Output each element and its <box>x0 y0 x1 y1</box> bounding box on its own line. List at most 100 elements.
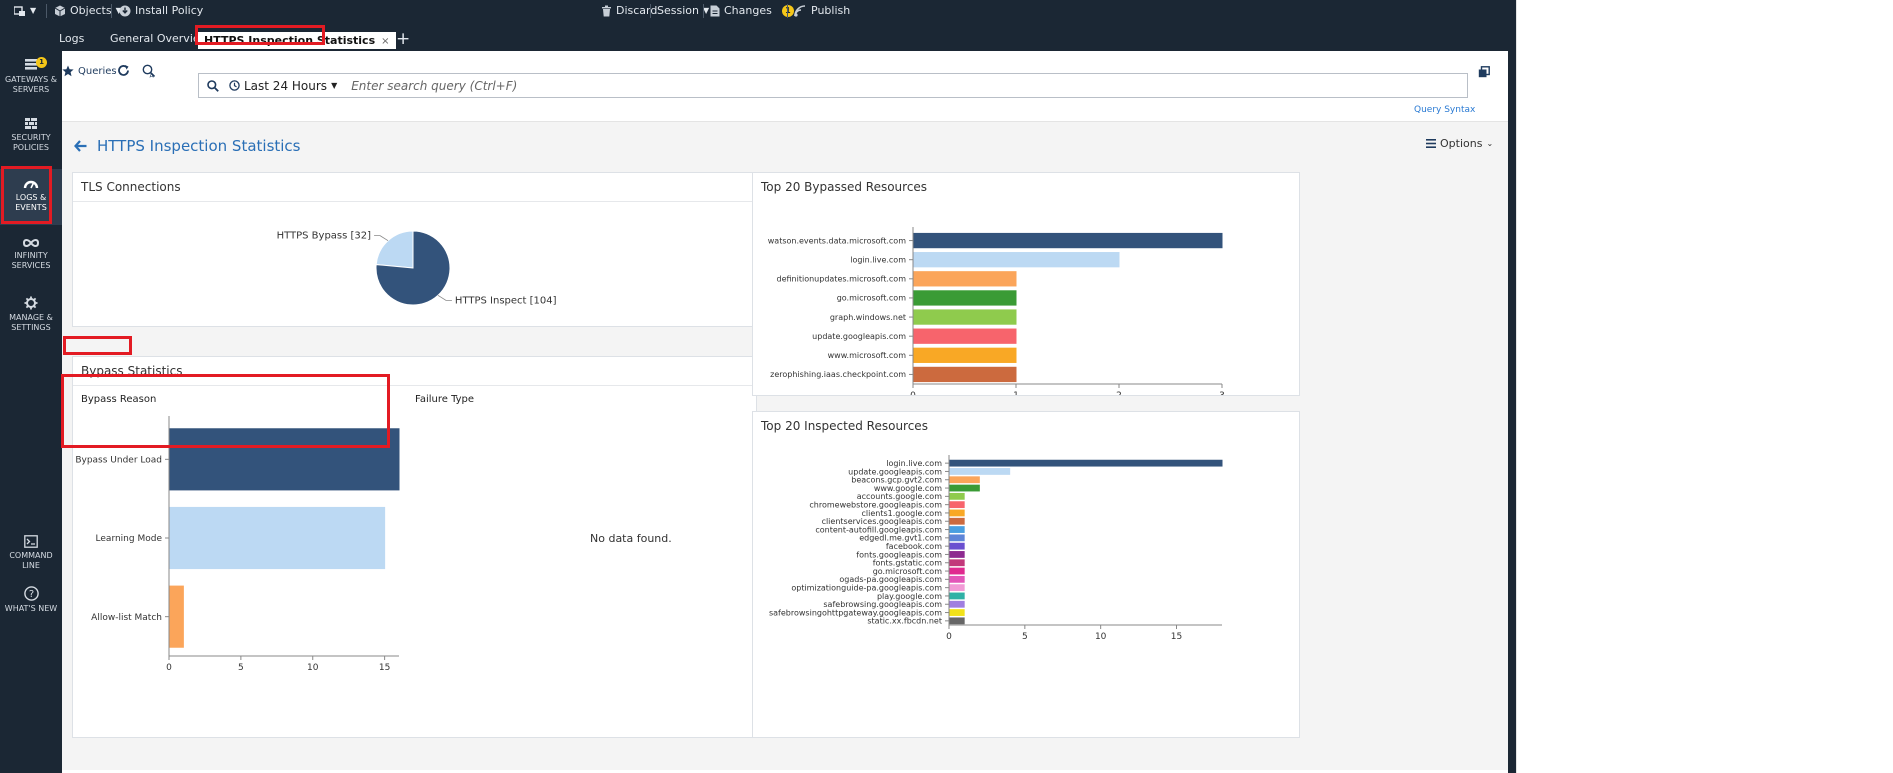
bar <box>913 271 1017 287</box>
clock-icon <box>229 80 240 91</box>
translate-button[interactable]: A <box>142 64 156 78</box>
category-label: watson.events.data.microsoft.com <box>768 236 906 245</box>
category-label: safebrowsingohttpgateway.googleapis.com <box>769 608 942 617</box>
top-bypassed-card: Top 20 Bypassed Resources watson.events.… <box>752 172 1300 396</box>
session-menu-button[interactable]: Session ▼ <box>657 3 709 19</box>
publish-label: Publish <box>811 4 851 17</box>
sidebar-item-manage-settings[interactable]: MANAGE & SETTINGS <box>0 296 62 333</box>
x-tick-label: 15 <box>379 663 390 673</box>
category-label: fonts.googleapis.com <box>856 550 942 559</box>
x-tick-label: 15 <box>1171 632 1182 642</box>
bar <box>949 517 965 525</box>
options-menu-button[interactable]: Options ⌄ <box>1426 137 1493 150</box>
publish-icon <box>794 5 806 17</box>
menu-button[interactable]: ▼ <box>14 3 36 19</box>
search-icon[interactable] <box>207 79 219 92</box>
sidebar-item-security-policies[interactable]: SECURITY POLICIES <box>0 117 62 153</box>
app-menu-icon <box>14 5 25 16</box>
blank-area <box>1516 0 1893 773</box>
session-label: Session <box>657 4 699 17</box>
category-label: Learning Mode <box>96 534 163 544</box>
page-header: HTTPS Inspection Statistics <box>74 137 301 155</box>
svg-text:?: ? <box>28 589 33 600</box>
time-range-select[interactable]: Last 24 Hours ▼ <box>229 79 337 93</box>
top-inspected-card: Top 20 Inspected Resources login.live.co… <box>752 411 1300 738</box>
queries-button[interactable]: Queries <box>62 65 117 77</box>
sidebar-item-logs-events[interactable]: LOGS & EVENTS <box>0 169 62 225</box>
bar <box>949 575 965 583</box>
install-policy-button[interactable]: Install Policy <box>119 3 203 19</box>
toolbar-divider <box>650 4 651 18</box>
sidebar-item-command-line[interactable]: COMMAND LINE <box>0 535 62 571</box>
category-label: update.googleapis.com <box>812 332 906 341</box>
back-arrow-icon[interactable] <box>74 140 87 152</box>
close-icon[interactable]: × <box>381 36 390 47</box>
category-label: clients1.google.com <box>862 509 943 518</box>
toolbar-divider <box>703 4 704 18</box>
category-label: go.microsoft.com <box>873 567 943 576</box>
document-icon <box>710 5 720 17</box>
add-tab-button[interactable]: + <box>396 29 411 49</box>
bar <box>949 468 1011 475</box>
search-box: Last 24 Hours ▼ <box>198 73 1468 98</box>
category-label: safebrowsing.googleapis.com <box>823 600 942 609</box>
card-title: Top 20 Inspected Resources <box>761 419 928 433</box>
discard-label: Discard <box>616 4 658 17</box>
gauge-icon <box>23 180 39 189</box>
x-tick-label: 1 <box>1013 391 1019 395</box>
changes-label: Changes <box>724 4 772 17</box>
bar <box>949 584 965 592</box>
tab-general-overview[interactable]: General Overview <box>110 32 209 45</box>
terminal-icon <box>24 535 38 548</box>
category-label: chromewebstore.googleapis.com <box>809 500 942 509</box>
toolbar-divider <box>111 4 112 18</box>
page-title: HTTPS Inspection Statistics <box>97 137 301 155</box>
publish-button[interactable]: Publish <box>794 3 850 19</box>
x-tick-label: 5 <box>1022 632 1028 642</box>
tab-logs[interactable]: Logs <box>59 32 85 45</box>
sidebar-item-label: GATEWAYS & SERVERS <box>4 75 58 94</box>
tab-https-inspection-statistics[interactable]: HTTPS Inspection Statistics × <box>198 32 396 49</box>
x-tick-label: 10 <box>1095 632 1107 642</box>
star-icon <box>62 65 74 77</box>
copy-query-button[interactable] <box>1478 66 1490 78</box>
x-tick-label: 5 <box>238 663 244 673</box>
trash-icon <box>602 5 611 17</box>
cube-icon <box>54 5 66 17</box>
sidebar-item-gateways[interactable]: 1 GATEWAYS & SERVERS <box>0 57 62 95</box>
category-label: clientservices.googleapis.com <box>822 517 943 526</box>
category-label: content-autofill.googleapis.com <box>815 525 942 534</box>
x-tick-label: 10 <box>307 663 319 673</box>
bypass-reason-heading: Bypass Reason <box>81 394 157 405</box>
search-input[interactable] <box>351 78 1467 93</box>
bar <box>949 542 965 550</box>
failure-type-heading: Failure Type <box>415 394 475 405</box>
refresh-icon <box>118 65 129 76</box>
x-tick-label: 0 <box>166 663 172 673</box>
sidebar-item-whats-new[interactable]: ? WHAT'S NEW <box>0 586 62 614</box>
discard-button[interactable]: Discard <box>601 3 657 19</box>
queries-label: Queries <box>78 65 117 77</box>
refresh-button[interactable] <box>117 64 130 77</box>
query-syntax-link[interactable]: Query Syntax <box>1414 105 1476 115</box>
search-toolbar: Queries A Last 24 Hours ▼ Query Syntax <box>62 51 1508 122</box>
objects-menu-button[interactable]: Objects ▼ <box>54 3 122 19</box>
bar <box>949 492 965 500</box>
category-label: accounts.google.com <box>857 492 943 501</box>
sidebar-item-infinity-services[interactable]: INFINITY SERVICES <box>0 238 62 271</box>
objects-label: Objects <box>70 4 112 17</box>
bar <box>169 585 184 648</box>
view-tab-strip: Logs General Overview HTTPS Inspection S… <box>0 22 1516 51</box>
bar <box>913 252 1120 268</box>
card-title: TLS Connections <box>81 180 181 194</box>
sidebar-nav: 1 GATEWAYS & SERVERS SECURITY POLICIES L… <box>0 51 62 773</box>
changes-button[interactable]: Changes 1 <box>710 3 794 19</box>
options-label: Options <box>1440 137 1483 150</box>
bypass-reason-chart: Bypass Under Load Learning Mode Allow-list… <box>75 416 400 673</box>
category-label: facebook.com <box>886 542 942 551</box>
main-content: Queries A Last 24 Hours ▼ Query Syntax <box>62 51 1508 770</box>
category-label: login.live.com <box>886 459 942 468</box>
gear-icon <box>24 296 38 310</box>
bar <box>913 232 1223 249</box>
